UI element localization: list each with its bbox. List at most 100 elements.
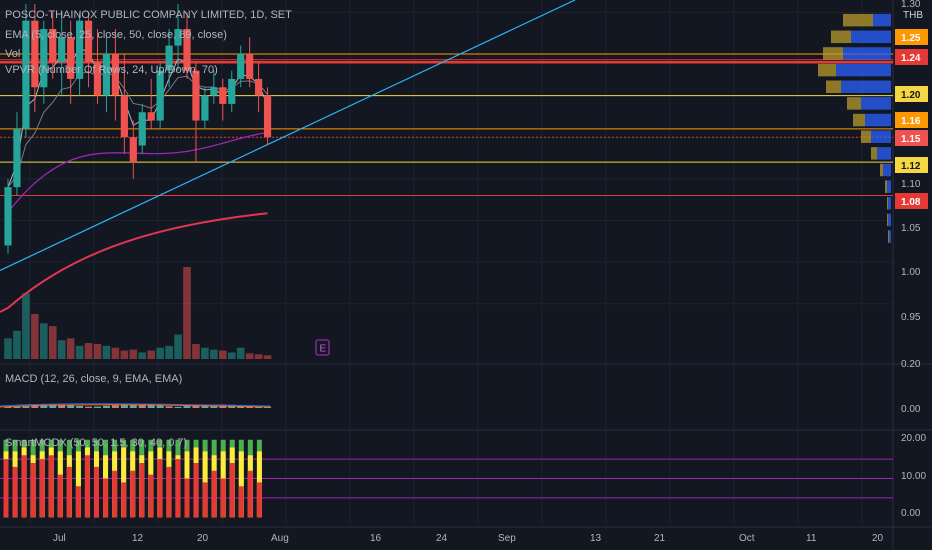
smart-bar-red — [202, 482, 208, 518]
ema-legend[interactable]: EMA (5, close, 25, close, 50, close, 89,… — [5, 29, 227, 41]
ema-89-line — [0, 212, 268, 313]
smart-bar-red — [256, 482, 262, 518]
candle-body — [228, 78, 236, 104]
macd-legend[interactable]: MACD (12, 26, close, 9, EMA, EMA) — [5, 373, 182, 385]
smart-bar-yellow — [238, 451, 244, 518]
candle — [84, 12, 93, 88]
candle-body — [183, 28, 191, 71]
candle — [255, 62, 263, 113]
smart-bar-red — [66, 466, 72, 518]
volume-profile-down — [818, 63, 836, 77]
earnings-marker — [315, 339, 330, 356]
smart-mcdx-legend[interactable]: SmartMCDX (50, 50, 1.5, 30, 40, 0.7) — [5, 437, 187, 449]
volume-profile-up — [887, 180, 891, 193]
candle — [165, 28, 173, 88]
price-badge — [895, 49, 928, 65]
macd-line — [0, 403, 271, 407]
time-axis-tick: 20 — [197, 533, 209, 544]
macd-histogram-bar — [4, 407, 12, 408]
volume-bar — [120, 350, 129, 359]
candle — [138, 103, 146, 154]
smart-bar-red — [247, 470, 253, 518]
macd-histogram-bar — [183, 406, 191, 408]
currency-label: THB — [903, 10, 923, 21]
candle-body — [58, 37, 66, 63]
volume-profile-up — [843, 47, 891, 60]
smart-bar-red — [130, 470, 136, 518]
volume-bar — [138, 352, 147, 359]
smart-bar-red — [238, 486, 244, 518]
macd-histogram-bar — [120, 404, 128, 408]
macd-series — [0, 403, 272, 408]
price-badge — [895, 86, 928, 102]
candle — [192, 62, 200, 163]
price-badge — [895, 193, 928, 209]
candle-body — [210, 87, 218, 96]
volume-profile-down — [826, 80, 841, 94]
smart-bar-red — [84, 455, 90, 518]
candle-body — [263, 95, 272, 138]
volume-profile-down — [887, 213, 888, 227]
price-axis-tick: 1.00 — [901, 267, 921, 278]
volume-bar — [13, 330, 21, 359]
macd-histogram-bar — [76, 405, 84, 408]
candle — [263, 87, 272, 146]
macd-histogram-bar — [174, 406, 182, 408]
volume-bar — [111, 347, 120, 359]
candle-body — [76, 20, 84, 79]
candle-body — [138, 112, 146, 146]
volume-profile-down — [847, 97, 861, 110]
smart-bar-red — [211, 470, 217, 518]
smart-bar-red — [57, 474, 63, 518]
candle — [183, 12, 191, 79]
volume-bar — [31, 313, 39, 359]
volume-bar — [219, 350, 227, 359]
candle — [102, 37, 111, 113]
price-badge — [895, 112, 928, 128]
smart-bar-red — [157, 459, 163, 518]
macd-axis-tick: 0.00 — [901, 404, 921, 415]
candle-body — [13, 128, 21, 188]
time-axis-tick: Sep — [498, 533, 516, 544]
price-badge-label: 1.15 — [901, 134, 921, 145]
candle-body — [120, 95, 128, 138]
smart-bar-red — [12, 466, 18, 518]
volume-bar — [201, 347, 209, 359]
candle — [201, 87, 209, 129]
candle-body — [111, 53, 119, 96]
candle-body — [165, 45, 173, 71]
volume-profile-down — [823, 47, 843, 60]
smart-bar-red — [139, 463, 145, 518]
candle-series — [4, 4, 272, 254]
macd-histogram-bar — [192, 405, 200, 408]
macd-histogram-bar — [165, 406, 173, 408]
volume-bar — [174, 334, 182, 359]
smart-bar-red — [184, 478, 190, 518]
volume-profile-down — [885, 180, 887, 193]
volume-profile-up — [836, 63, 891, 77]
price-badge-bg — [895, 86, 928, 102]
volume-profile — [818, 13, 891, 243]
volume-profile-up — [889, 230, 891, 243]
macd-signal-line — [0, 404, 271, 408]
smart-bar-red — [166, 466, 172, 518]
volume-bar — [263, 355, 272, 359]
volume-profile-up — [883, 163, 891, 177]
volume-profile-down — [871, 147, 877, 160]
price-badge-bg — [895, 130, 928, 146]
macd-histogram-bar — [111, 405, 119, 408]
symbol-title-legend[interactable]: POSCO-THAINOX PUBLIC COMPANY LIMITED, 1D… — [5, 9, 292, 21]
price-badge-label: 1.25 — [901, 33, 921, 44]
price-badge-bg — [895, 193, 928, 209]
vpvr-legend[interactable]: VPVR (Number Of Rows, 24, Up/Down, 70) — [5, 64, 218, 76]
volume-bar — [40, 323, 48, 359]
volume-profile-up — [861, 97, 891, 110]
vol-label: Vol — [5, 48, 21, 60]
macd-histogram-bar — [156, 405, 164, 408]
candle — [93, 28, 102, 104]
vol-legend[interactable]: Vol — [5, 48, 20, 60]
smart-bar-red — [48, 455, 54, 518]
price-levels — [0, 53, 893, 196]
